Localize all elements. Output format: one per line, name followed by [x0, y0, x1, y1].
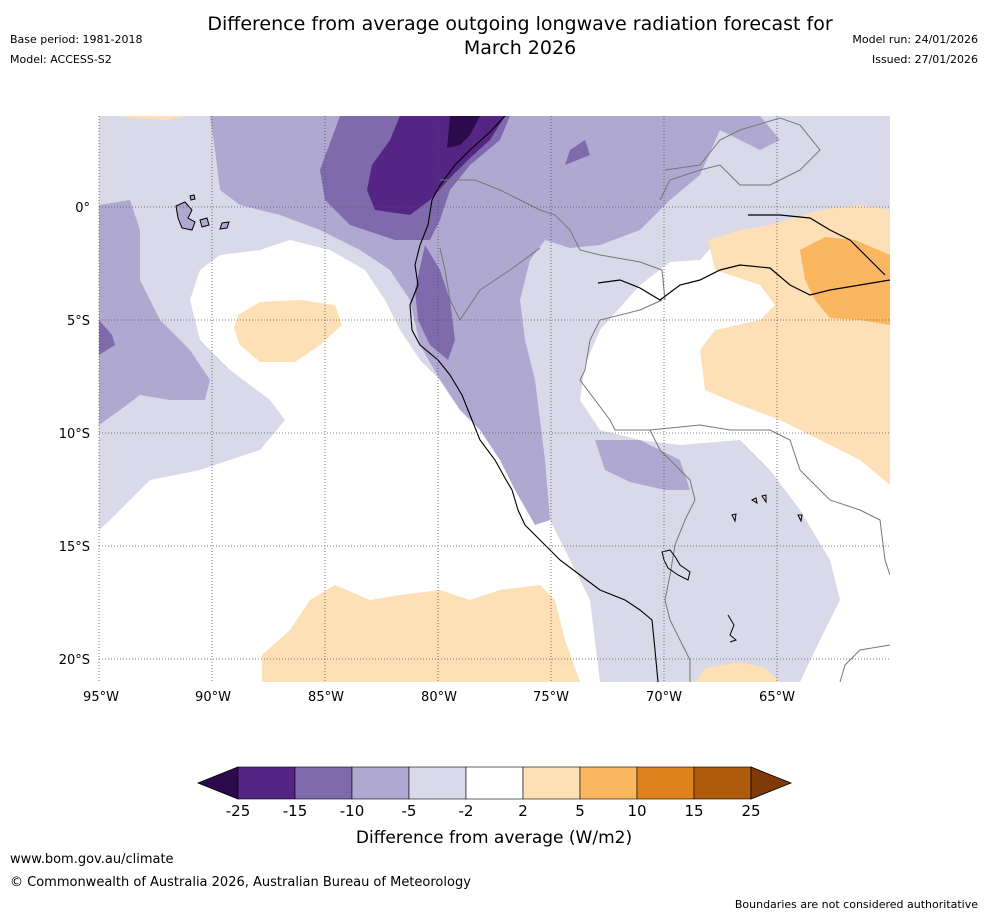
map-gridlines — [98, 116, 890, 682]
colorbar-tick-labels: -25 -15 -10 -5 -2 2 5 10 15 25 — [226, 802, 761, 820]
anomaly-dark-purple-west-edge — [99, 320, 115, 355]
colorbar-segment — [579, 766, 638, 800]
title-line-2: March 2026 — [463, 37, 577, 59]
title-line-1: Difference from average outgoing longwav… — [207, 13, 833, 35]
anomaly-light-orange-southeast — [695, 662, 780, 682]
lat-label: 10°S — [59, 427, 90, 442]
meta-right: Model run: 24/01/2026 Issued: 27/01/2026 — [852, 30, 978, 70]
country-boundary-peru-bolivia — [579, 299, 696, 576]
colorbar-segment — [408, 766, 467, 800]
colorbar-segment — [351, 766, 410, 800]
amazon-river-upper — [748, 214, 886, 276]
footer-copyright: © Commonwealth of Australia 2026, Austra… — [10, 875, 471, 890]
colorbar-segment — [465, 766, 524, 800]
anomaly-deep-purple-region — [367, 116, 505, 215]
base-period: Base period: 1981-2018 — [10, 33, 143, 46]
galapagos-island-small-3 — [189, 194, 196, 201]
map-area — [99, 116, 890, 682]
meta-left: Base period: 1981-2018 Model: ACCESS-S2 — [10, 30, 142, 70]
colorbar-tick-label: 5 — [575, 802, 585, 820]
latitude-labels: 0° 5°S 10°S 15°S 20°S — [59, 201, 90, 668]
amazon-river — [597, 264, 890, 301]
colorbar-segment — [294, 766, 353, 800]
colorbar-tick-label: -25 — [226, 802, 251, 820]
lat-label: 15°S — [59, 540, 90, 555]
model-run: Model run: 24/01/2026 — [852, 33, 978, 46]
colorbar-tick-label: 10 — [627, 802, 646, 820]
lat-label: 0° — [75, 201, 90, 216]
colorbar-extend-max — [750, 766, 793, 800]
lat-label: 5°S — [67, 314, 90, 329]
chart-title: Difference from average outgoing longwav… — [0, 12, 988, 60]
model-name: Model: ACCESS-S2 — [10, 53, 112, 66]
anomaly-dark-purple-small-east — [565, 140, 590, 165]
country-boundary-paraguay — [839, 644, 890, 682]
colorbar-tick-label: 2 — [518, 802, 528, 820]
lon-label: 75°W — [533, 690, 569, 705]
longitude-labels: 95°W 90°W 85°W 80°W 75°W 70°W 65°W — [83, 690, 795, 705]
issued-date: Issued: 27/01/2026 — [871, 53, 978, 66]
lon-label: 70°W — [646, 690, 682, 705]
galapagos-islands — [175, 201, 196, 231]
lake-titicaca — [661, 549, 691, 581]
coastline-south-america — [409, 116, 659, 682]
galapagos-island-small-1 — [199, 217, 210, 228]
colorbar-segment — [693, 766, 752, 800]
country-boundary-chile-argentina — [664, 574, 691, 682]
anomaly-dark-purple-coast — [415, 245, 455, 360]
colorbar-tick-label: -2 — [459, 802, 474, 820]
country-boundary-bolivia-brazil — [649, 424, 890, 576]
colorbar-extend-min — [196, 766, 239, 800]
anomaly-light-orange-top — [120, 116, 185, 120]
footer-url[interactable]: www.bom.gov.au/climate — [10, 852, 174, 867]
lon-label: 65°W — [759, 690, 795, 705]
colorbar-title: Difference from average (W/m2) — [356, 828, 632, 848]
anomaly-medium-purple-west — [99, 200, 210, 425]
colorbar-tick-label: -5 — [402, 802, 417, 820]
country-boundary-colombia-ecuador — [440, 179, 666, 301]
lat-label: 20°S — [59, 653, 90, 668]
country-boundary-north — [659, 117, 821, 201]
lon-label: 85°W — [308, 690, 344, 705]
colorbar — [196, 766, 793, 800]
colorbar-segment — [522, 766, 581, 800]
colorbar-tick-label: -10 — [340, 802, 365, 820]
galapagos-island-small-2 — [219, 221, 230, 230]
lon-label: 80°W — [421, 690, 457, 705]
lon-label: 90°W — [195, 690, 231, 705]
colorbar-tick-label: -15 — [283, 802, 308, 820]
salt-lake — [727, 614, 738, 643]
colorbar-segment — [636, 766, 695, 800]
anomaly-light-orange-south — [262, 585, 580, 682]
footer-disclaimer: Boundaries are not considered authoritat… — [734, 898, 978, 911]
colorbar-tick-label: 15 — [684, 802, 703, 820]
anomaly-darkest-purple-core — [447, 116, 480, 148]
anomaly-orange-region — [800, 237, 890, 325]
anomaly-medium-purple-south — [595, 440, 690, 490]
anomaly-light-orange-blob — [234, 300, 342, 362]
lon-label: 95°W — [83, 690, 119, 705]
lake-small-4 — [797, 514, 803, 523]
colorbar-segment — [237, 766, 296, 800]
lake-small-1 — [750, 497, 758, 505]
lake-small-3 — [731, 513, 737, 523]
colorbar-tick-label: 25 — [741, 802, 760, 820]
lake-small-2 — [761, 494, 767, 504]
